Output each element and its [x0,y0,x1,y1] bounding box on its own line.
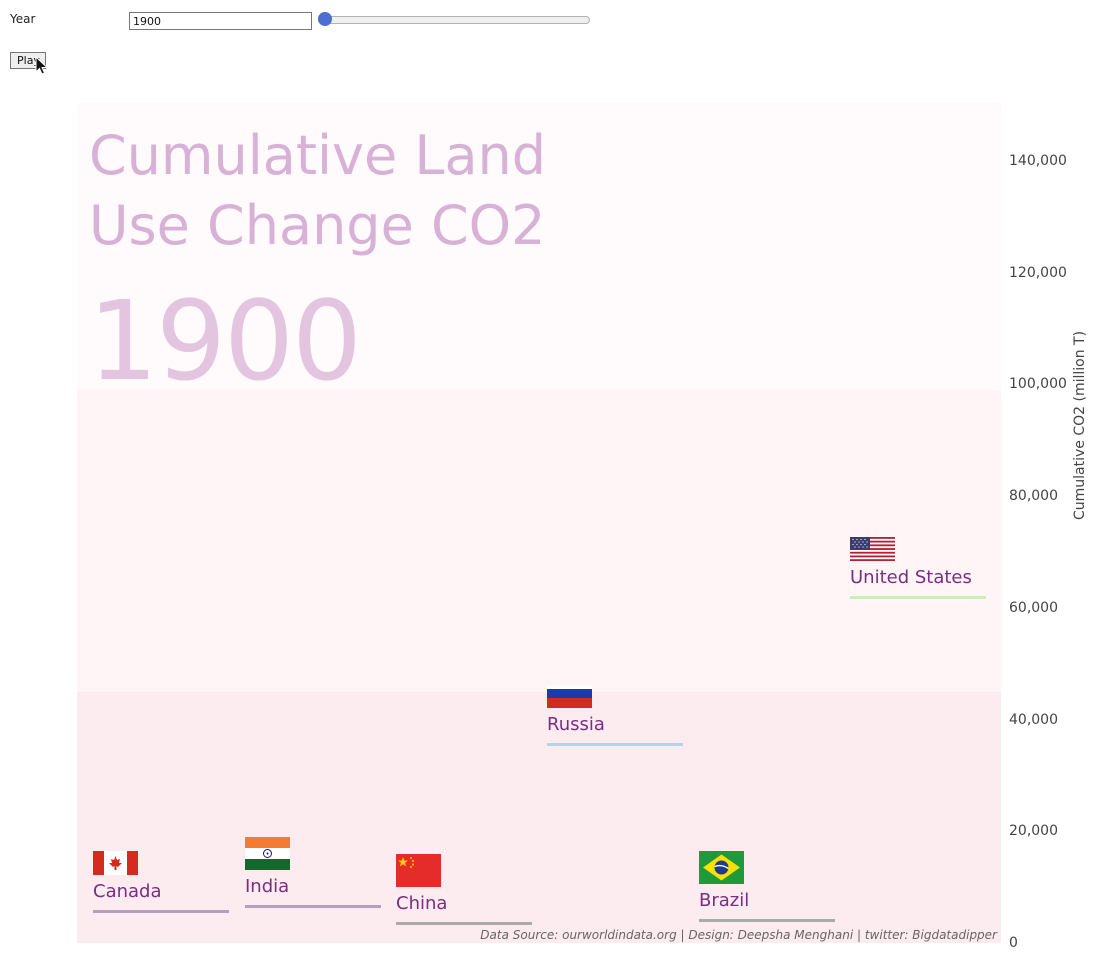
country-marker: India [245,836,385,910]
country-label: Russia [547,714,605,736]
slider-thumb[interactable] [318,12,332,26]
brazil-flag-icon [699,851,744,885]
russia-flag-icon [547,686,592,709]
country-value-line [850,595,986,599]
country-label: Canada [93,880,162,902]
y-tick-label: 20,000 [1009,823,1058,840]
y-tick-label: 0 [1009,935,1018,951]
china-flag-icon [396,854,441,888]
chart-title-line-2: Use Change CO2 [89,194,546,257]
y-axis-title: Cumulative CO2 (million T) [1072,330,1088,520]
country-marker: United States [850,531,990,601]
country-label: Brazil [699,890,750,912]
country-label: China [396,893,448,915]
background-band [77,103,1001,390]
current-year-display: 1900 [88,277,362,405]
canada-flag-icon [93,850,138,875]
country-label: United States [850,566,972,588]
data-source-credit: Data Source: ourworldindata.org | Design… [480,928,997,942]
y-tick-label: 100,000 [1009,376,1067,393]
mouse-cursor-icon [35,56,49,75]
country-label: India [245,875,290,897]
y-tick-label: 80,000 [1009,488,1058,505]
year-slider[interactable] [318,10,592,30]
background-band [77,390,1001,692]
country-value-line [699,919,835,923]
country-marker: Brazil [699,851,839,924]
y-tick-label: 120,000 [1009,264,1067,281]
year-input[interactable] [129,12,312,30]
country-marker: China [396,854,536,927]
united-states-flag-icon [850,536,895,561]
country-value-line [93,909,229,913]
y-tick-label: 60,000 [1009,599,1058,616]
y-tick-label: 140,000 [1009,153,1067,169]
y-tick-label: 40,000 [1009,711,1058,728]
controls-bar: Year Play [0,0,1104,80]
background-band [77,691,1001,943]
india-flag-icon [245,836,290,870]
country-marker: Canada [93,845,233,915]
country-value-line [547,743,683,747]
country-value-line [396,922,532,926]
country-value-line [245,904,381,908]
chart-title-line-1: Cumulative Land [89,124,547,187]
year-label: Year [10,12,36,26]
country-marker: Russia [547,678,687,748]
